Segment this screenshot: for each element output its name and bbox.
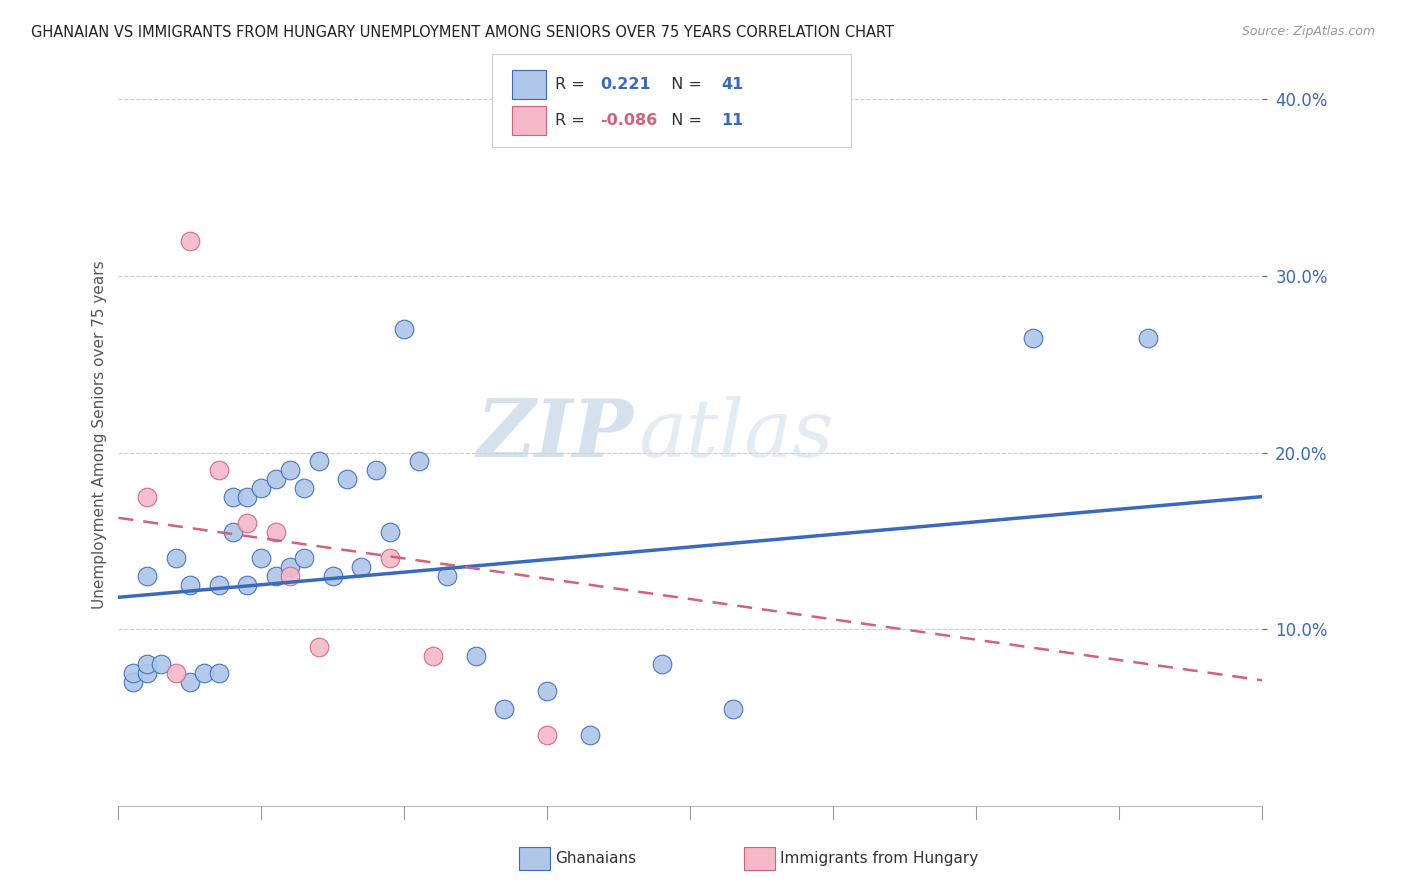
Point [579,728,602,742]
Point [350,560,373,574]
Point [278,569,301,583]
Point [292,481,315,495]
Point [536,684,558,698]
Point [136,569,159,583]
Point [236,516,259,530]
Text: atlas: atlas [638,396,834,474]
Point [308,454,330,468]
Point [364,463,387,477]
Text: 11: 11 [721,113,744,128]
Text: 0.221: 0.221 [600,78,651,92]
Point [278,463,301,477]
Point [222,524,245,539]
Point [165,551,187,566]
Point [394,322,416,336]
Point [136,657,159,672]
Point [264,524,287,539]
Point [1136,331,1159,345]
Text: R =: R = [555,113,591,128]
Point [193,666,215,681]
Text: Immigrants from Hungary: Immigrants from Hungary [780,851,979,865]
Point [150,657,173,672]
Point [207,463,229,477]
Point [121,666,143,681]
Y-axis label: Unemployment Among Seniors over 75 years: Unemployment Among Seniors over 75 years [93,260,107,609]
Point [322,569,344,583]
Text: R =: R = [555,78,591,92]
Point [651,657,673,672]
Point [308,640,330,654]
Point [179,578,201,592]
Text: -0.086: -0.086 [600,113,658,128]
Point [136,666,159,681]
Point [408,454,430,468]
Point [378,551,401,566]
Point [1022,331,1045,345]
Point [236,578,259,592]
Point [436,569,458,583]
Point [422,648,444,663]
Point [292,551,315,566]
Point [264,569,287,583]
Point [378,524,401,539]
Text: ZIP: ZIP [477,396,633,474]
Point [222,490,245,504]
Point [250,481,273,495]
Point [721,701,744,715]
Text: GHANAIAN VS IMMIGRANTS FROM HUNGARY UNEMPLOYMENT AMONG SENIORS OVER 75 YEARS COR: GHANAIAN VS IMMIGRANTS FROM HUNGARY UNEM… [31,25,894,40]
Text: Ghanaians: Ghanaians [555,851,637,865]
Point [179,675,201,690]
Text: N =: N = [661,113,707,128]
Point [464,648,486,663]
Point [494,701,516,715]
Text: Source: ZipAtlas.com: Source: ZipAtlas.com [1241,25,1375,38]
Point [278,560,301,574]
Point [236,490,259,504]
Point [179,234,201,248]
Point [336,472,359,486]
Text: N =: N = [661,78,707,92]
Text: 41: 41 [721,78,744,92]
Point [536,728,558,742]
Point [121,675,143,690]
Point [264,472,287,486]
Point [136,490,159,504]
Point [207,666,229,681]
Point [165,666,187,681]
Point [207,578,229,592]
Point [250,551,273,566]
